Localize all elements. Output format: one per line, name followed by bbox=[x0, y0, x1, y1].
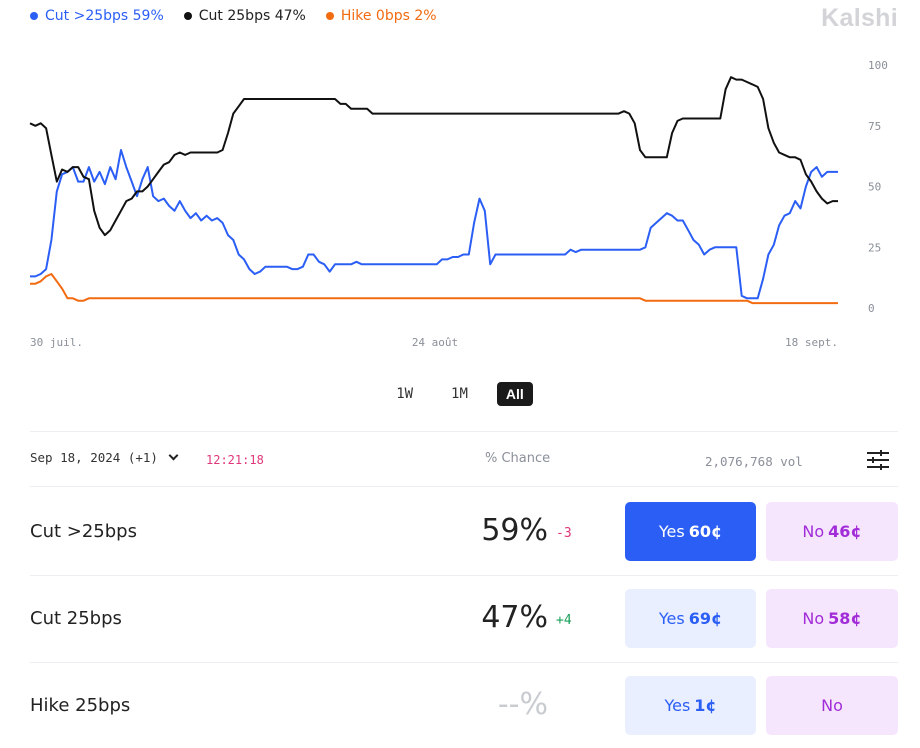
legend-item-cut-over-25: Cut >25bps 59% bbox=[30, 8, 164, 24]
no-price: 58¢ bbox=[828, 609, 862, 628]
chance-column-label: % Chance bbox=[485, 451, 551, 466]
divider bbox=[30, 431, 898, 432]
date-selector[interactable]: Sep 18, 2024 (+1) bbox=[30, 450, 179, 465]
yes-price: 60¢ bbox=[688, 522, 723, 541]
x-tick-label: 18 sept. bbox=[785, 336, 838, 349]
chart-legend: Cut >25bps 59% Cut 25bps 47% Hike 0bps 2… bbox=[30, 8, 437, 24]
market-delta: +4 bbox=[556, 613, 572, 628]
series-layer bbox=[29, 76, 838, 305]
legend-label: Cut 25bps 47% bbox=[198, 8, 306, 24]
market-name: Hike 25bps bbox=[30, 695, 131, 716]
legend-item-hike-0: Hike 0bps 2% bbox=[325, 8, 437, 24]
market-chance: --% bbox=[497, 687, 548, 722]
no-label: No bbox=[802, 522, 825, 541]
x-axis: 30 juil. 24 août 18 sept. bbox=[30, 336, 838, 349]
market-row-hike-25: Hike 25bps --% Yes 1¢ No bbox=[0, 662, 920, 748]
brand-logo: Kalshi bbox=[821, 4, 898, 32]
divider bbox=[30, 575, 898, 576]
legend-dot bbox=[30, 12, 38, 20]
buy-no-button[interactable]: No 58¢ bbox=[766, 589, 898, 648]
series-line-1 bbox=[29, 76, 838, 237]
volume-label: 2,076,768 vol bbox=[705, 454, 803, 469]
y-tick-label: 100 bbox=[868, 59, 888, 72]
no-label: No bbox=[821, 696, 843, 715]
market-table-header: Sep 18, 2024 (+1) 12:21:18 % Chance 2,07… bbox=[0, 442, 920, 478]
divider bbox=[30, 662, 898, 663]
legend-dot bbox=[325, 12, 334, 20]
no-price: 46¢ bbox=[828, 522, 862, 541]
filter-settings-icon[interactable] bbox=[866, 449, 890, 471]
series-line-2 bbox=[30, 273, 838, 305]
y-axis: 0 25 50 75 100 bbox=[868, 59, 888, 315]
yes-label: Yes bbox=[664, 696, 691, 715]
market-chance: 47% bbox=[481, 600, 548, 635]
buy-yes-button[interactable]: Yes 69¢ bbox=[625, 589, 756, 648]
countdown-time: 12:21:18 bbox=[206, 453, 264, 467]
date-label: Sep 18, 2024 (+1) bbox=[30, 450, 158, 465]
legend-item-cut-25: Cut 25bps 47% bbox=[183, 8, 306, 24]
legend-label: Hike 0bps 2% bbox=[340, 8, 437, 24]
y-tick-label: 0 bbox=[868, 302, 875, 315]
legend-dot bbox=[183, 12, 192, 20]
market-chance: 59% bbox=[481, 513, 548, 548]
range-selector: 1W 1M All bbox=[0, 382, 920, 406]
buy-no-button[interactable]: No bbox=[766, 676, 898, 735]
yes-label: Yes bbox=[658, 522, 685, 541]
yes-price: 69¢ bbox=[688, 609, 723, 628]
buy-yes-button[interactable]: Yes 60¢ bbox=[625, 502, 756, 561]
yes-price: 1¢ bbox=[694, 696, 717, 715]
divider bbox=[30, 486, 898, 487]
market-name: Cut 25bps bbox=[30, 608, 122, 629]
y-tick-label: 75 bbox=[868, 120, 881, 133]
x-tick-label: 30 juil. bbox=[30, 336, 83, 349]
market-row-cut-over-25: Cut >25bps 59% -3 Yes 60¢ No 46¢ bbox=[0, 488, 920, 575]
range-1w-button[interactable]: 1W bbox=[396, 386, 414, 402]
range-all-button[interactable]: All bbox=[496, 382, 533, 406]
market-row-cut-25: Cut 25bps 47% +4 Yes 69¢ No 58¢ bbox=[0, 575, 920, 662]
buy-yes-button[interactable]: Yes 1¢ bbox=[625, 676, 756, 735]
chevron-down-icon bbox=[168, 450, 179, 461]
buy-no-button[interactable]: No 46¢ bbox=[766, 502, 898, 561]
yes-label: Yes bbox=[658, 609, 685, 628]
no-label: No bbox=[802, 609, 825, 628]
range-1m-button[interactable]: 1M bbox=[451, 386, 468, 402]
price-history-chart[interactable]: 0 25 50 75 100 30 juil. 24 août 18 sept. bbox=[0, 40, 920, 360]
y-tick-label: 50 bbox=[868, 181, 881, 194]
series-line-0 bbox=[30, 149, 838, 300]
x-tick-label: 24 août bbox=[412, 336, 458, 349]
market-name: Cut >25bps bbox=[30, 521, 137, 542]
y-tick-label: 25 bbox=[868, 241, 881, 254]
legend-label: Cut >25bps 59% bbox=[45, 8, 164, 24]
market-delta: -3 bbox=[556, 526, 572, 541]
